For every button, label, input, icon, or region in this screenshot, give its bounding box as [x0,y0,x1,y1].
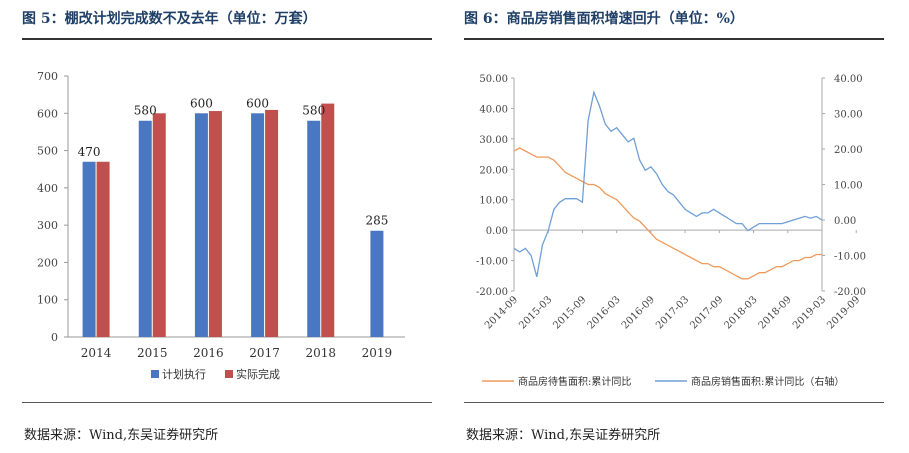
bar-y-tick-label: 400 [37,182,58,195]
line-x-tick-label: 2017-09 [688,294,725,331]
bar-y-tick-label: 300 [37,219,58,232]
line-right-tick-label: -10.00 [834,252,866,263]
line-left-tick-label: -20.00 [476,287,508,298]
bar-actual-2014 [96,161,110,337]
right-title-rule [464,38,884,40]
bar-x-tick-label: 2018 [305,346,336,360]
line-right-tick-label: -20.00 [834,287,866,298]
line-series-inventory-area [513,147,822,280]
line-right-tick-label: 0.00 [834,216,856,227]
line-x-tick-label: 2015-09 [551,294,588,331]
line-right-tick-label: 10.00 [834,181,863,192]
bar-plan-2014 [82,161,96,337]
bar-y-tick-label: 0 [51,331,58,344]
line-left-tick-label: -10.00 [476,257,508,268]
line-left-tick-label: 20.00 [479,165,508,176]
left-bottom-rule [22,402,432,403]
line-x-tick-label: 2016-09 [620,294,657,331]
right-source-note: 数据来源：Wind,东吴证券研究所 [466,428,661,443]
left-title-rule [22,38,432,40]
legend-sales-label: 商品房销售面积:累计同比（右轴） [691,375,844,388]
line-left-tick-label: 30.00 [479,135,508,146]
line-right-tick-label: 30.00 [834,110,863,121]
left-source-note: 数据来源：Wind,东吴证券研究所 [24,428,219,443]
bar-x-tick-label: 2017 [249,346,280,360]
bar-y-tick-label: 500 [37,145,58,158]
bar-plan-2018 [307,120,321,337]
legend-inventory-label: 商品房待售面积:累计同比 [518,375,631,388]
legend-plan-label: 计划执行 [162,367,206,381]
line-left-tick-label: 10.00 [479,196,508,207]
bar-y-tick-label: 100 [37,294,58,307]
bar-data-label: 600 [246,96,269,110]
bar-x-tick-label: 2016 [193,346,224,360]
bar-y-tick-label: 600 [37,107,58,120]
legend-actual-swatch [225,370,233,378]
bar-actual-2016 [208,111,222,337]
bar-plan-2016 [194,113,208,338]
line-x-tick-label: 2018-03 [723,294,760,331]
line-x-tick-label: 2017-03 [654,294,691,331]
bar-plan-2015 [138,120,152,337]
bar-data-label: 600 [190,96,213,110]
bar-y-tick-label: 700 [37,70,58,83]
line-right-tick-label: 20.00 [834,145,863,156]
line-left-tick-label: 50.00 [479,74,508,85]
line-x-tick-label: 2019-09 [825,294,862,331]
bar-actual-2018 [321,103,335,337]
legend-plan-swatch [151,370,159,378]
bar-data-label: 470 [78,145,101,159]
line-series-sales-area [513,89,823,277]
right-bottom-rule [464,402,884,403]
bar-x-tick-label: 2019 [362,346,393,360]
bar-data-label: 285 [365,214,388,228]
line-right-tick-label: 40.00 [834,74,863,85]
bar-y-tick-label: 200 [37,256,58,269]
bar-data-label: 580 [302,104,325,118]
bar-actual-2015 [152,113,166,338]
line-x-tick-label: 2014-09 [483,294,520,331]
bar-x-tick-label: 2014 [81,346,112,360]
bar-x-tick-label: 2015 [137,346,168,360]
bar-plan-2019 [370,230,384,337]
line-x-tick-label: 2018-09 [757,294,794,331]
line-x-tick-label: 2019-03 [791,294,828,331]
line-left-tick-label: 0.00 [486,226,508,237]
left-chart-title: 图 5：棚改计划完成数不及去年（单位：万套） [22,11,317,27]
right-chart-title: 图 6：商品房销售面积增速回升（单位：%） [464,11,744,27]
bar-actual-2017 [265,109,279,338]
line-x-tick-label: 2016-03 [586,294,623,331]
line-left-tick-label: 40.00 [479,104,508,115]
bar-data-label: 580 [134,104,157,118]
legend-actual-label: 实际完成 [236,367,280,381]
line-x-tick-label: 2015-03 [517,294,554,331]
bar-plan-2017 [251,113,265,338]
